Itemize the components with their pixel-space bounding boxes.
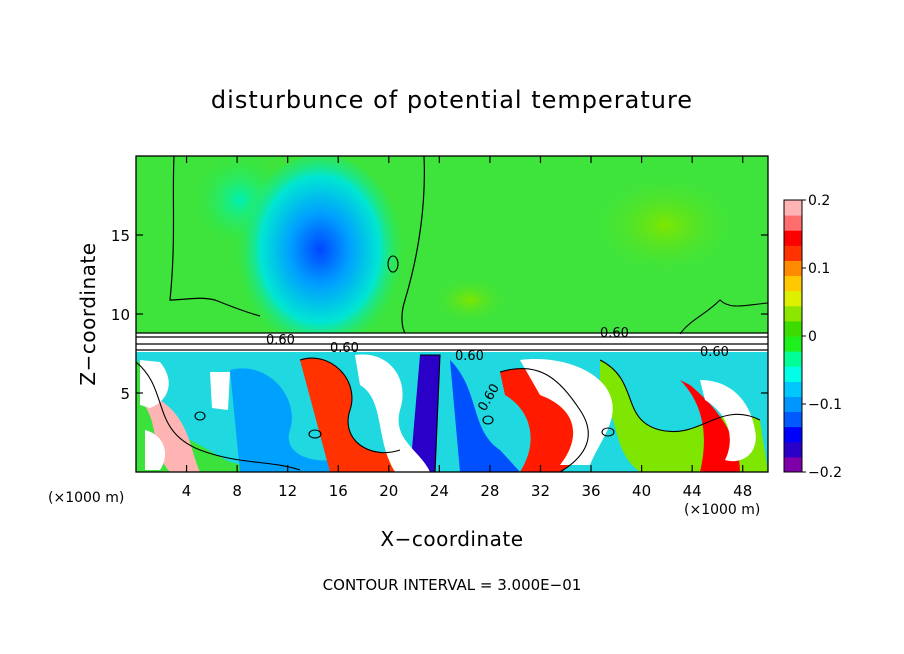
contour-interval-note: CONTOUR INTERVAL = 3.000E−01 [322,576,582,594]
field-layer [136,156,768,472]
colorbar-tick-label: 0 [808,329,817,345]
x-tick-label: 4 [182,482,192,500]
colorbar-swatch [784,396,802,413]
x-axis-label: X−coordinate [380,527,524,551]
colorbar-swatch [784,305,802,322]
x-axis-ticks: 4 8 12 16 20 24 28 32 36 40 44 48 [182,156,752,500]
colorbar-swatch [784,230,802,246]
contour-label: 0.60 [330,341,359,356]
colorbar [783,199,803,473]
colorbar-swatch [784,200,802,216]
x-tick-label: 28 [480,482,499,500]
colorbar-swatch [784,456,802,473]
colorbar-tick-label: 0.2 [808,193,830,209]
contour-label: 0.60 [266,333,295,348]
colorbar-tick-label: −0.2 [808,465,842,481]
y-tick-label: 10 [111,306,130,324]
colorbar-swatch [784,290,802,307]
x-tick-label: 32 [531,482,550,500]
colorbar-tick-label: 0.1 [808,261,830,277]
y-axis-ticks: 5 10 15 [111,227,768,403]
colorbar-tick-label: −0.1 [808,397,842,413]
colorbar-swatch [784,351,802,367]
colorbar-swatch [784,366,802,382]
colorbar-swatch [784,260,802,277]
x-tick-label: 44 [683,482,702,500]
colorbar-swatch [784,320,802,337]
x-tick-label: 12 [278,482,297,500]
contour-label: 0.60 [600,326,629,341]
x-tick-label: 16 [329,482,348,500]
x-tick-label: 8 [232,482,242,500]
colorbar-ticks: 0.2 0.1 0 −0.1 −0.2 [802,193,842,481]
y-tick-label: 15 [111,227,130,245]
colorbar-swatch [784,245,802,261]
colorbar-swatch [784,275,802,292]
x-unit-label-right: (×1000 m) [684,502,761,518]
colorbar-swatch [784,336,802,352]
contour-label: 0.60 [700,345,729,360]
y-tick-label: 5 [120,385,130,403]
chart-title: disturbunce of potential temperature [210,86,694,114]
colorbar-swatch [784,441,802,458]
colorbar-swatch [784,426,802,443]
x-unit-label-left: (×1000 m) [48,490,125,506]
colorbar-swatch [784,381,802,397]
transition-band [136,333,768,352]
colorbar-swatch [784,411,802,428]
colorbar-swatch [784,215,802,231]
x-tick-label: 20 [379,482,398,500]
x-tick-label: 40 [632,482,651,500]
cold-plume [235,156,405,365]
x-tick-label: 36 [581,482,600,500]
x-tick-label: 24 [430,482,449,500]
x-tick-label: 48 [733,482,752,500]
contour-label: 0.60 [455,349,484,364]
y-axis-label: Z−coordinate [76,242,100,386]
